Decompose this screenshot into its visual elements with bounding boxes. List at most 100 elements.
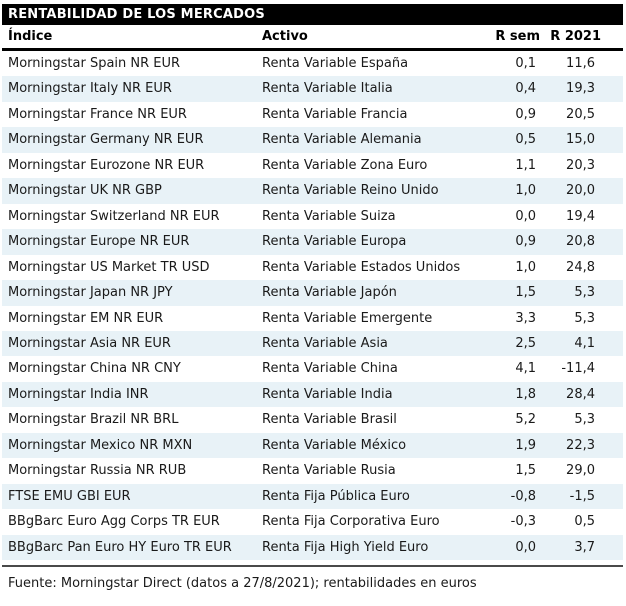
cell-indice: Morningstar US Market TR USD	[8, 259, 210, 275]
cell-activo: Renta Variable Japón	[262, 285, 397, 301]
cell-activo: Renta Variable Reino Unido	[262, 183, 439, 199]
cell-indice: BBgBarc Pan Euro HY Euro TR EUR	[8, 539, 232, 555]
cell-r-2021: 20,0	[566, 183, 595, 199]
cell-indice: Morningstar Eurozone NR EUR	[8, 157, 205, 173]
cell-activo: Renta Variable Emergente	[262, 310, 433, 326]
cell-activo: Renta Variable Italia	[262, 81, 393, 97]
cell-indice: Morningstar Italy NR EUR	[8, 81, 172, 97]
cell-activo: Renta Variable India	[262, 386, 393, 402]
cell-r-2021: 5,3	[574, 285, 595, 301]
table-row: Morningstar Italy NR EUR Renta Variable I…	[2, 76, 623, 102]
cell-r-sem: 0,0	[515, 539, 536, 555]
cell-indice: Morningstar Russia NR RUB	[8, 463, 187, 479]
column-header-r-sem: R sem	[494, 25, 540, 51]
cell-r-sem: 1,5	[515, 285, 536, 301]
cell-r-sem: 1,1	[515, 157, 536, 173]
cell-activo: Renta Variable Europa	[262, 234, 407, 250]
cell-r-2021: 5,3	[574, 310, 595, 326]
table-row: Morningstar France NR EUR Renta Variable …	[2, 102, 623, 127]
column-header-indice: Índice	[2, 25, 262, 51]
cell-indice: BBgBarc Euro Agg Corps TR EUR	[8, 514, 220, 530]
cell-r-2021: -11,4	[561, 361, 595, 377]
cell-r-2021: 11,6	[566, 56, 595, 71]
table-row: Morningstar Germany NR EUR Renta Variable…	[2, 127, 623, 153]
cell-activo: Renta Fija Corporativa Euro	[262, 514, 440, 530]
cell-indice: Morningstar Asia NR EUR	[8, 335, 171, 351]
table-row: Morningstar Brazil NR BRL Renta Variable …	[2, 407, 623, 432]
cell-activo: Renta Variable Estados Unidos	[262, 259, 461, 275]
cell-activo: Renta Variable China	[262, 361, 398, 377]
cell-r-sem: 0,9	[515, 106, 536, 122]
table-bottom-rule	[2, 565, 623, 568]
cell-r-sem: 1,0	[515, 183, 536, 199]
cell-activo: Renta Fija Pública Euro	[262, 488, 410, 504]
cell-r-2021: 29,0	[566, 463, 595, 479]
table-row: Morningstar China NR CNY Renta Variable C…	[2, 356, 623, 381]
cell-indice: FTSE EMU GBI EUR	[8, 488, 131, 504]
cell-r-2021: 19,3	[566, 81, 595, 97]
cell-r-sem: -0,3	[510, 514, 536, 530]
cell-r-sem: 0,0	[515, 208, 536, 224]
cell-indice: Morningstar France NR EUR	[8, 106, 187, 122]
cell-r-2021: 24,8	[566, 259, 595, 275]
cell-activo: Renta Variable Suiza	[262, 208, 396, 224]
cell-r-sem: 1,9	[515, 437, 536, 453]
cell-activo: Renta Variable Asia	[262, 335, 388, 351]
cell-r-2021: 22,3	[566, 437, 595, 453]
cell-activo: Renta Variable Francia	[262, 106, 408, 122]
cell-r-2021: 5,3	[574, 412, 595, 428]
markets-table-panel: RENTABILIDAD DE LOS MERCADOS Índice Acti…	[2, 4, 623, 591]
cell-r-2021: 15,0	[566, 132, 595, 148]
table-row: Morningstar Spain NR EUR Renta Variable E…	[2, 50, 623, 77]
cell-r-2021: 3,7	[574, 539, 595, 555]
table-header: Índice Activo R sem R 2021	[2, 25, 623, 51]
table-row: Morningstar Japan NR JPY Renta Variable J…	[2, 280, 623, 306]
cell-r-2021: 20,3	[566, 157, 595, 173]
cell-r-sem: 2,5	[515, 335, 536, 351]
cell-r-sem: 0,5	[515, 132, 536, 148]
cell-r-2021: 20,8	[566, 234, 595, 250]
cell-indice: Morningstar Europe NR EUR	[8, 234, 190, 250]
cell-r-sem: 1,0	[515, 259, 536, 275]
table-row: Morningstar US Market TR USD Renta Variab…	[2, 255, 623, 280]
cell-activo: Renta Fija High Yield Euro	[262, 539, 429, 555]
cell-activo: Renta Variable España	[262, 56, 409, 71]
table-row: Morningstar Europe NR EUR Renta Variable …	[2, 229, 623, 255]
table-row: Morningstar Russia NR RUB Renta Variable …	[2, 458, 623, 483]
cell-r-sem: 4,1	[515, 361, 536, 377]
cell-r-2021: 19,4	[566, 208, 595, 224]
cell-r-sem: 1,5	[515, 463, 536, 479]
cell-indice: Morningstar Japan NR JPY	[8, 285, 173, 301]
markets-table: Índice Activo R sem R 2021 Morningstar S…	[2, 25, 623, 561]
cell-r-sem: 5,2	[515, 412, 536, 428]
table-body: Morningstar Spain NR EUR Renta Variable E…	[2, 50, 623, 561]
cell-indice: Morningstar EM NR EUR	[8, 310, 164, 326]
cell-r-sem: -0,8	[510, 488, 536, 504]
cell-r-sem: 0,1	[515, 56, 536, 71]
cell-activo: Renta Variable México	[262, 437, 407, 453]
table-row: Morningstar Mexico NR MXN Renta Variable …	[2, 432, 623, 459]
cell-indice: Morningstar Spain NR EUR	[8, 56, 181, 71]
source-note: Fuente: Morningstar Direct (datos a 27/8…	[8, 576, 477, 592]
cell-r-2021: 28,4	[566, 386, 595, 402]
table-row: Morningstar UK NR GBP Renta Variable Rein…	[2, 178, 623, 204]
table-title: RENTABILIDAD DE LOS MERCADOS	[2, 4, 623, 25]
table-row: Morningstar Switzerland NR EUR Renta Vari…	[2, 204, 623, 229]
cell-indice: Morningstar UK NR GBP	[8, 183, 162, 199]
cell-indice: Morningstar Germany NR EUR	[8, 132, 204, 148]
cell-r-2021: 0,5	[574, 514, 595, 530]
header-row: Índice Activo R sem R 2021	[2, 25, 623, 51]
cell-r-sem: 1,8	[515, 386, 536, 402]
cell-r-2021: 20,5	[566, 106, 595, 122]
cell-activo: Renta Variable Rusia	[262, 463, 396, 479]
cell-indice: Morningstar Mexico NR MXN	[8, 437, 193, 453]
table-row: FTSE EMU GBI EUR Renta Fija Pública Euro -…	[2, 483, 623, 510]
cell-activo: Renta Variable Zona Euro	[262, 157, 428, 173]
cell-r-sem: 3,3	[515, 310, 536, 326]
cell-indice: Morningstar Switzerland NR EUR	[8, 208, 220, 224]
cell-indice: Morningstar India INR	[8, 386, 149, 402]
table-row: BBgBarc Euro Agg Corps TR EUR Renta Fija …	[2, 509, 623, 534]
table-row: Morningstar EM NR EUR Renta Variable Emer…	[2, 306, 623, 331]
cell-r-2021: -1,5	[569, 488, 595, 504]
table-row: Morningstar India INR Renta Variable Indi…	[2, 381, 623, 408]
